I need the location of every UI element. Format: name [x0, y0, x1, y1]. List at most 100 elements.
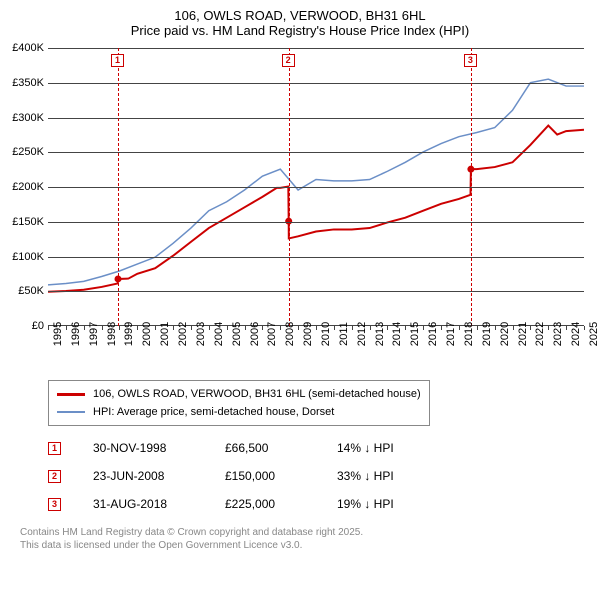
x-tick [334, 326, 335, 330]
x-tick [459, 326, 460, 330]
marker-vline [118, 48, 119, 326]
x-axis-label: 2006 [249, 322, 261, 346]
x-tick [495, 326, 496, 330]
x-tick [66, 326, 67, 330]
x-tick [119, 326, 120, 330]
gridline-h [48, 48, 584, 49]
x-axis-label: 1995 [52, 322, 64, 346]
x-axis-label: 2015 [409, 322, 421, 346]
marker-box: 1 [48, 442, 61, 455]
legend-swatch [57, 393, 85, 396]
x-tick [227, 326, 228, 330]
x-axis-label: 1999 [123, 322, 135, 346]
y-axis-label: £200K [12, 181, 44, 193]
y-axis-label: £350K [12, 77, 44, 89]
chart-container: 106, OWLS ROAD, VERWOOD, BH31 6HL Price … [0, 0, 600, 562]
y-axis-label: £100K [12, 251, 44, 263]
transaction-row: 3 31-AUG-2018 £225,000 19% ↓ HPI [48, 490, 590, 518]
y-axis-label: £300K [12, 112, 44, 124]
x-axis-label: 1997 [88, 322, 100, 346]
chart-area: 123 £0 £50K £100K £150K £200K £250K £300K £350K… [10, 44, 590, 374]
marker-vline [289, 48, 290, 326]
legend-label: 106, OWLS ROAD, VERWOOD, BH31 6HL (semi-… [93, 388, 421, 400]
x-axis-label: 2024 [570, 322, 582, 346]
x-axis-label: 1996 [70, 322, 82, 346]
x-tick [566, 326, 567, 330]
transaction-row: 1 30-NOV-1998 £66,500 14% ↓ HPI [48, 434, 590, 462]
x-tick [530, 326, 531, 330]
x-tick [370, 326, 371, 330]
x-axis-label: 2025 [588, 322, 600, 346]
x-axis-label: 2002 [177, 322, 189, 346]
y-axis-label: £150K [12, 216, 44, 228]
x-axis-label: 2004 [213, 322, 225, 346]
x-tick [137, 326, 138, 330]
x-axis-label: 2009 [302, 322, 314, 346]
y-axis-label: £0 [32, 320, 44, 332]
y-axis-label: £250K [12, 146, 44, 158]
marker-box: 2 [282, 54, 295, 67]
x-tick [209, 326, 210, 330]
plot-area: 123 [48, 48, 584, 326]
transaction-row: 223-JUN-2008£150,00033% ↓ HPI [48, 462, 590, 490]
footer-line: This data is licensed under the Open Gov… [20, 539, 590, 552]
x-tick [513, 326, 514, 330]
legend-row: 106, OWLS ROAD, VERWOOD, BH31 6HL (semi-… [57, 385, 421, 403]
x-tick [102, 326, 103, 330]
x-axis-label: 2001 [159, 322, 171, 346]
marker-box: 3 [48, 498, 61, 511]
legend-label: HPI: Average price, semi-detached house,… [93, 406, 334, 418]
x-tick [352, 326, 353, 330]
gridline-h [48, 152, 584, 153]
title-block: 106, OWLS ROAD, VERWOOD, BH31 6HL Price … [10, 8, 590, 38]
gridline-h [48, 222, 584, 223]
marker-vline [471, 48, 472, 326]
x-axis-label: 2007 [266, 322, 278, 346]
y-axis-label: £400K [12, 42, 44, 54]
x-tick [173, 326, 174, 330]
x-tick [245, 326, 246, 330]
y-axis-label: £50K [18, 285, 44, 297]
tx-diff: 19% ↓ HPI [337, 497, 437, 511]
tx-price: £66,500 [225, 441, 305, 455]
series-line-hpi [48, 79, 584, 285]
gridline-h [48, 83, 584, 84]
x-axis-label: 2023 [552, 322, 564, 346]
footer-line: Contains HM Land Registry data © Crown c… [20, 526, 590, 539]
x-axis-label: 2011 [338, 322, 350, 346]
x-tick [584, 326, 585, 330]
x-axis-label: 2012 [356, 322, 368, 346]
x-axis-label: 2021 [517, 322, 529, 346]
x-axis-label: 2010 [320, 322, 332, 346]
x-axis-label: 2000 [141, 322, 153, 346]
x-axis-label: 2014 [391, 322, 403, 346]
x-tick [423, 326, 424, 330]
tx-diff: 33% ↓ HPI [337, 469, 437, 483]
gridline-h [48, 257, 584, 258]
footer: Contains HM Land Registry data © Crown c… [20, 526, 590, 552]
tx-date: 30-NOV-1998 [93, 441, 193, 455]
x-tick [84, 326, 85, 330]
legend-swatch [57, 411, 85, 413]
x-axis-label: 2013 [374, 322, 386, 346]
x-axis-label: 2008 [284, 322, 296, 346]
tx-diff: 14% ↓ HPI [337, 441, 437, 455]
tx-date: 23-JUN-2008 [93, 469, 193, 483]
title-address: 106, OWLS ROAD, VERWOOD, BH31 6HL [10, 8, 590, 23]
x-axis-label: 1998 [106, 322, 118, 346]
x-axis-label: 2020 [499, 322, 511, 346]
x-axis-label: 2018 [463, 322, 475, 346]
tx-date: 31-AUG-2018 [93, 497, 193, 511]
x-axis-label: 2005 [231, 322, 243, 346]
x-tick [262, 326, 263, 330]
x-axis-label: 2016 [427, 322, 439, 346]
x-axis-label: 2022 [534, 322, 546, 346]
gridline-h [48, 187, 584, 188]
legend-row: HPI: Average price, semi-detached house,… [57, 403, 421, 421]
x-tick [298, 326, 299, 330]
tx-price: £225,000 [225, 497, 305, 511]
x-tick [405, 326, 406, 330]
title-subtitle: Price paid vs. HM Land Registry's House … [10, 23, 590, 38]
transaction-table: 1 30-NOV-1998 £66,500 14% ↓ HPI 223-JUN-2008… [48, 434, 590, 518]
x-tick [477, 326, 478, 330]
